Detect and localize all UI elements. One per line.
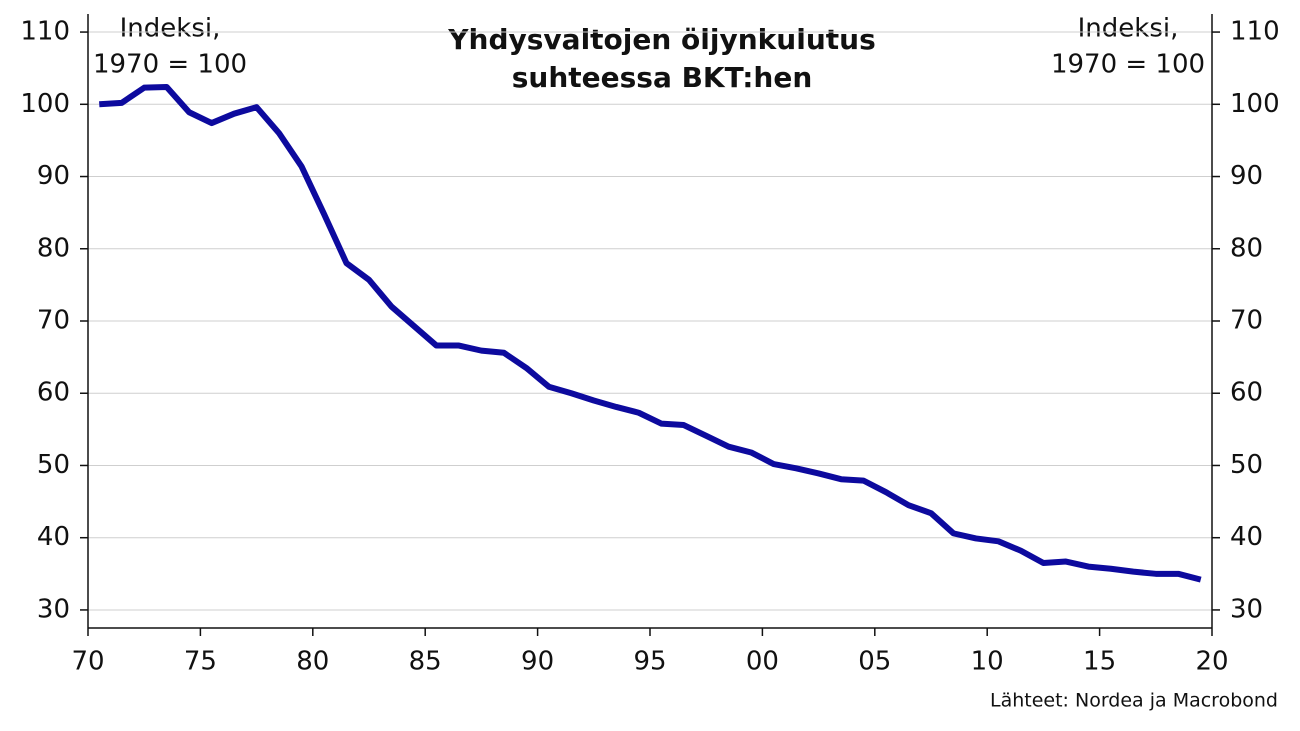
x-tick-label: 85 [409,647,442,677]
chart-title: suhteessa BKT:hen [512,61,813,94]
y2-tick-label: 80 [1230,233,1263,263]
y-axis-label: 1970 = 100 [93,50,247,80]
x-tick-label: 15 [1083,647,1116,677]
y-tick-label: 60 [37,378,70,408]
y-tick-label: 30 [37,594,70,624]
y-tick-label: 90 [37,161,70,191]
chart-title: Yhdysvaltojen öljynkulutus [447,23,876,56]
x-tick-label: 80 [296,647,329,677]
x-tick-label: 75 [184,647,217,677]
x-tick-label: 90 [521,647,554,677]
y-tick-label: 50 [37,450,70,480]
source-note: Lähteet: Nordea ja Macrobond [990,690,1278,712]
data-line [99,83,1202,583]
x-tick-label: 95 [633,647,666,677]
y-tick-label: 70 [37,306,70,336]
y2-tick-label: 90 [1230,161,1263,191]
y2-axis-label: Indeksi, [1078,14,1179,44]
x-tick-label: 10 [971,647,1004,677]
y-tick-label: 110 [20,17,70,47]
x-tick-label: 00 [746,647,779,677]
y2-tick-label: 70 [1230,306,1263,336]
y-tick-label: 40 [37,522,70,552]
y-axis-label: Indeksi, [120,14,221,44]
y2-tick-label: 100 [1230,89,1280,119]
y2-tick-label: 30 [1230,594,1263,624]
y2-tick-label: 50 [1230,450,1263,480]
y2-tick-label: 110 [1230,17,1280,47]
y2-tick-label: 60 [1230,378,1263,408]
x-tick-label: 20 [1195,647,1228,677]
y2-axis-label: 1970 = 100 [1051,50,1205,80]
y-tick-label: 80 [37,233,70,263]
y-tick-label: 100 [20,89,70,119]
x-tick-label: 70 [71,647,104,677]
y2-tick-label: 40 [1230,522,1263,552]
x-tick-label: 05 [858,647,891,677]
